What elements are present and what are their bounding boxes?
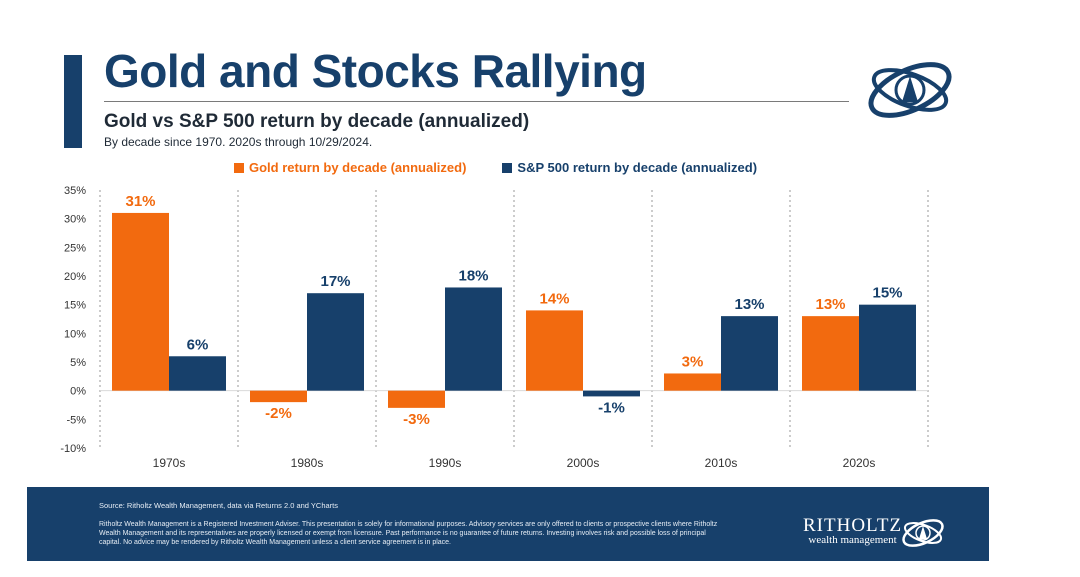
sp500-value-label: -1% (598, 399, 625, 416)
sp500-value-label: 18% (458, 267, 488, 284)
sp500-value-label: 17% (320, 273, 350, 290)
chart-note: By decade since 1970. 2020s through 10/2… (104, 135, 373, 149)
y-tick-label: 25% (64, 242, 86, 254)
legend-item-sp500: S&P 500 return by decade (annualized) (502, 160, 757, 175)
sp500-bar (859, 304, 916, 391)
legend-swatch-sp500 (502, 162, 513, 173)
footer-band: Source: Ritholtz Wealth Management, data… (27, 487, 989, 561)
sp500-bar (583, 390, 640, 397)
y-tick-label: 30% (64, 214, 86, 226)
y-tick-label: 35% (64, 185, 86, 197)
gold-value-label: 31% (125, 193, 155, 210)
sp500-bar (721, 316, 778, 391)
legend-label-gold: Gold return by decade (annualized) (249, 160, 467, 175)
bar-chart: 35% 30% 25% 20% 15% 10% 5% 0% -5% -10% 31% 6% 1970s -… (60, 185, 929, 470)
y-tick-label: 0% (70, 386, 86, 398)
y-tick-label: 10% (64, 328, 86, 340)
legend-item-gold: Gold return by decade (annualized) (234, 160, 466, 175)
gold-bar (664, 373, 721, 391)
gold-bar (526, 310, 583, 391)
title-divider (104, 101, 849, 102)
gold-value-label: -3% (403, 411, 430, 428)
y-tick-label: 15% (64, 300, 86, 312)
sp500-bar (307, 293, 364, 391)
sp500-value-label: 6% (187, 336, 209, 353)
gold-value-label: 3% (682, 353, 704, 370)
y-tick-label: -10% (60, 443, 86, 455)
x-tick-label: 1970s (153, 456, 186, 470)
footer-source: Source: Ritholtz Wealth Management, data… (99, 501, 339, 510)
x-tick-label: 2020s (843, 456, 876, 470)
footer-logo-icon (902, 519, 944, 547)
ritholtz-logo-icon (868, 62, 952, 118)
x-tick-label: 2010s (705, 456, 738, 470)
y-tick-label: 20% (64, 271, 86, 283)
sp500-value-label: 15% (872, 285, 902, 302)
gold-bar (250, 390, 307, 403)
gold-bar (388, 390, 445, 408)
gold-bar (802, 316, 859, 391)
chart-subtitle: Gold vs S&P 500 return by decade (annual… (104, 111, 530, 132)
gold-value-label: -2% (265, 405, 292, 422)
chart-legend: Gold return by decade (annualized) S&P 5… (234, 160, 757, 175)
page-title: Gold and Stocks Rallying (104, 45, 647, 97)
gold-value-label: 14% (539, 290, 569, 307)
x-tick-label: 2000s (567, 456, 600, 470)
footer-brand-name: RITHOLTZ (803, 515, 903, 536)
sp500-value-label: 13% (734, 296, 764, 313)
gold-bar (112, 212, 169, 391)
footer-disclaimer: Ritholtz Wealth Management is a Register… (99, 521, 718, 546)
legend-swatch-gold (234, 162, 244, 173)
footer-brand-sub: wealth management (808, 534, 897, 546)
x-tick-label: 1990s (429, 456, 462, 470)
title-accent-bar (64, 55, 82, 148)
sp500-bar (445, 287, 502, 391)
y-tick-label: 5% (70, 357, 86, 369)
footer-brand: RITHOLTZ wealth management (803, 515, 903, 546)
x-tick-label: 1980s (291, 456, 324, 470)
gold-value-label: 13% (815, 296, 845, 313)
sp500-bar (169, 356, 226, 391)
y-tick-label: -5% (66, 414, 86, 426)
legend-label-sp500: S&P 500 return by decade (annualized) (517, 160, 758, 175)
